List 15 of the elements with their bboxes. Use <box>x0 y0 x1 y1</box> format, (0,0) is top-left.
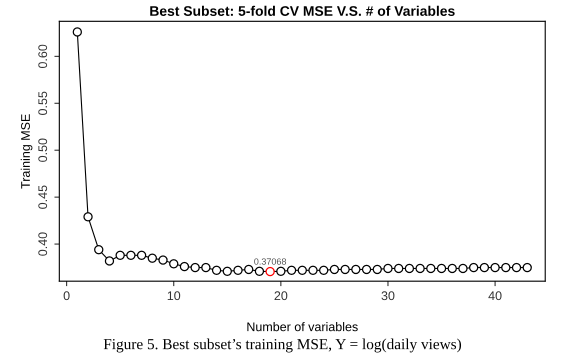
y-tick-label: 0.50 <box>38 138 48 162</box>
caption: Figure 5. Best subset’s training MSE, Y = log(daily views) <box>104 338 462 352</box>
y-tick-label: 0.40 <box>38 232 48 256</box>
x-tick-label: 30 <box>381 291 394 300</box>
x-tick-label: 0 <box>64 291 70 300</box>
chart-title: Best Subset: 5-fold CV MSE V.S. # of Variables <box>150 6 455 16</box>
y-axis-title: Training MSE <box>20 114 32 189</box>
annotation: 0.37068 <box>254 258 286 265</box>
x-tick-label: 40 <box>488 291 502 300</box>
x-tick-label: 10 <box>168 291 180 300</box>
x-axis-title: Number of variables <box>247 322 358 332</box>
x-tick-label: 20 <box>274 291 288 300</box>
y-tick-label: 0.60 <box>38 44 48 68</box>
y-tick-label: 0.45 <box>38 186 48 209</box>
y-tick-label: 0.55 <box>38 92 48 115</box>
